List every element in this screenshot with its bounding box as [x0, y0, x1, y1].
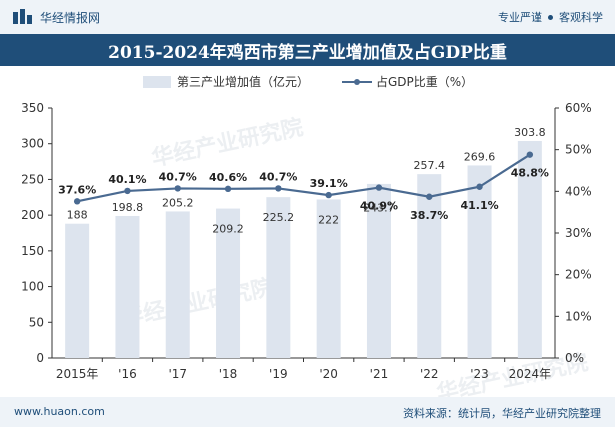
bar [165, 211, 190, 358]
y-left-tick-label: 300 [21, 137, 44, 151]
footer-source: 资料来源：统计局，华经产业研究院整理 [403, 407, 601, 420]
bar-value-label: 209.2 [212, 223, 244, 236]
bar-value-label: 205.2 [162, 196, 194, 209]
y-left-tick-label: 250 [21, 172, 44, 186]
x-tick-label: '20 [319, 367, 338, 381]
share-point [124, 187, 131, 195]
legend-bar-label: 第三产业增加值（亿元） [177, 74, 309, 89]
bar [417, 174, 442, 358]
bar-value-label: 303.8 [514, 126, 546, 139]
combo-chart: 第三产业增加值（亿元） 占GDP比重（%） 0 50 100 150 200 250 300 35… [21, 74, 592, 381]
legend-bar-swatch [143, 76, 171, 88]
bar-value-label: 257.4 [414, 159, 446, 172]
y-left-tick-label: 150 [21, 244, 44, 258]
y-right-tick-label: 10% [565, 309, 592, 323]
tagline-right: 客观科学 [559, 11, 603, 24]
tagline: 专业严谨 客观科学 [498, 9, 603, 25]
footer-site: www.huaon.com [14, 405, 105, 418]
share-value-label: 39.1% [310, 177, 348, 190]
share-value-label: 41.1% [460, 199, 498, 212]
top-bar: 华经情报网 专业严谨 客观科学 [0, 0, 615, 34]
share-point [325, 191, 332, 199]
share-point [375, 184, 383, 191]
share-point [526, 151, 534, 158]
x-tick-label: '16 [118, 367, 137, 381]
share-value-label: 40.7% [259, 170, 297, 183]
y-left-tick-label: 50 [29, 315, 44, 329]
y-right-tick-label: 60% [565, 101, 592, 115]
bar [65, 223, 90, 358]
chart-title: 2015-2024年鸡西市第三产业增加值及占GDP比重 [0, 34, 615, 66]
share-point [476, 183, 483, 190]
y-left-tick-label: 200 [21, 208, 44, 222]
share-value-label: 38.7% [410, 209, 448, 222]
footer: www.huaon.com 资料来源：统计局，华经产业研究院整理 [0, 397, 615, 427]
y-right-tick-label: 30% [565, 226, 592, 240]
share-line [76, 153, 531, 203]
share-point [224, 185, 232, 193]
x-tick-label: '18 [219, 367, 238, 381]
bar [316, 199, 341, 358]
bar-value-label: 243.7 [363, 202, 395, 215]
share-point [174, 185, 181, 192]
share-value-label: 37.6% [58, 183, 96, 196]
bar-value-label: 198.8 [112, 201, 144, 214]
bar [266, 197, 291, 358]
share-value-label: 40.9% [360, 200, 398, 213]
bar-value-label: 222 [318, 213, 339, 226]
brand: 华经情报网 [12, 8, 100, 26]
share-point [275, 185, 282, 192]
share-value-label: 40.6% [209, 171, 247, 184]
y-right-tick-label: 40% [565, 184, 592, 198]
y-left-tick-label: 100 [21, 280, 44, 294]
bar-value-label: 225.2 [263, 211, 295, 224]
brand-logo-icon [13, 9, 32, 24]
share-value-label: 40.1% [108, 173, 146, 186]
bar [216, 208, 241, 358]
share-value-label: 48.8% [511, 167, 549, 180]
y-right-tick-label: 20% [565, 268, 592, 282]
x-tick-label: 2024年 [509, 367, 552, 381]
x-tick-label: '23 [470, 367, 489, 381]
bar [517, 141, 542, 358]
bar [467, 165, 492, 358]
bar [366, 183, 391, 358]
bar [115, 216, 140, 358]
brand-name: 华经情报网 [40, 10, 101, 25]
share-point [73, 198, 81, 205]
bullet-icon [548, 14, 553, 20]
y-right-tick-label: 50% [565, 143, 592, 157]
tagline-left: 专业严谨 [498, 11, 542, 24]
y-left-tick-label: 350 [21, 101, 44, 115]
x-tick-label: 2015年 [56, 367, 99, 381]
share-point [426, 193, 433, 200]
x-tick-label: '21 [370, 367, 389, 381]
x-tick-label: '22 [420, 367, 439, 381]
bar-value-label: 269.6 [464, 150, 496, 163]
y-right-tick-label: 0% [565, 351, 584, 365]
x-tick-label: '19 [269, 367, 288, 381]
x-tick-label: '17 [168, 367, 187, 381]
bar-value-label: 188 [67, 209, 88, 222]
share-value-label: 40.7% [159, 170, 197, 183]
legend-line-label: 占GDP比重（%） [376, 74, 473, 89]
y-left-tick-label: 0 [36, 351, 44, 365]
legend-line-marker [354, 79, 360, 85]
